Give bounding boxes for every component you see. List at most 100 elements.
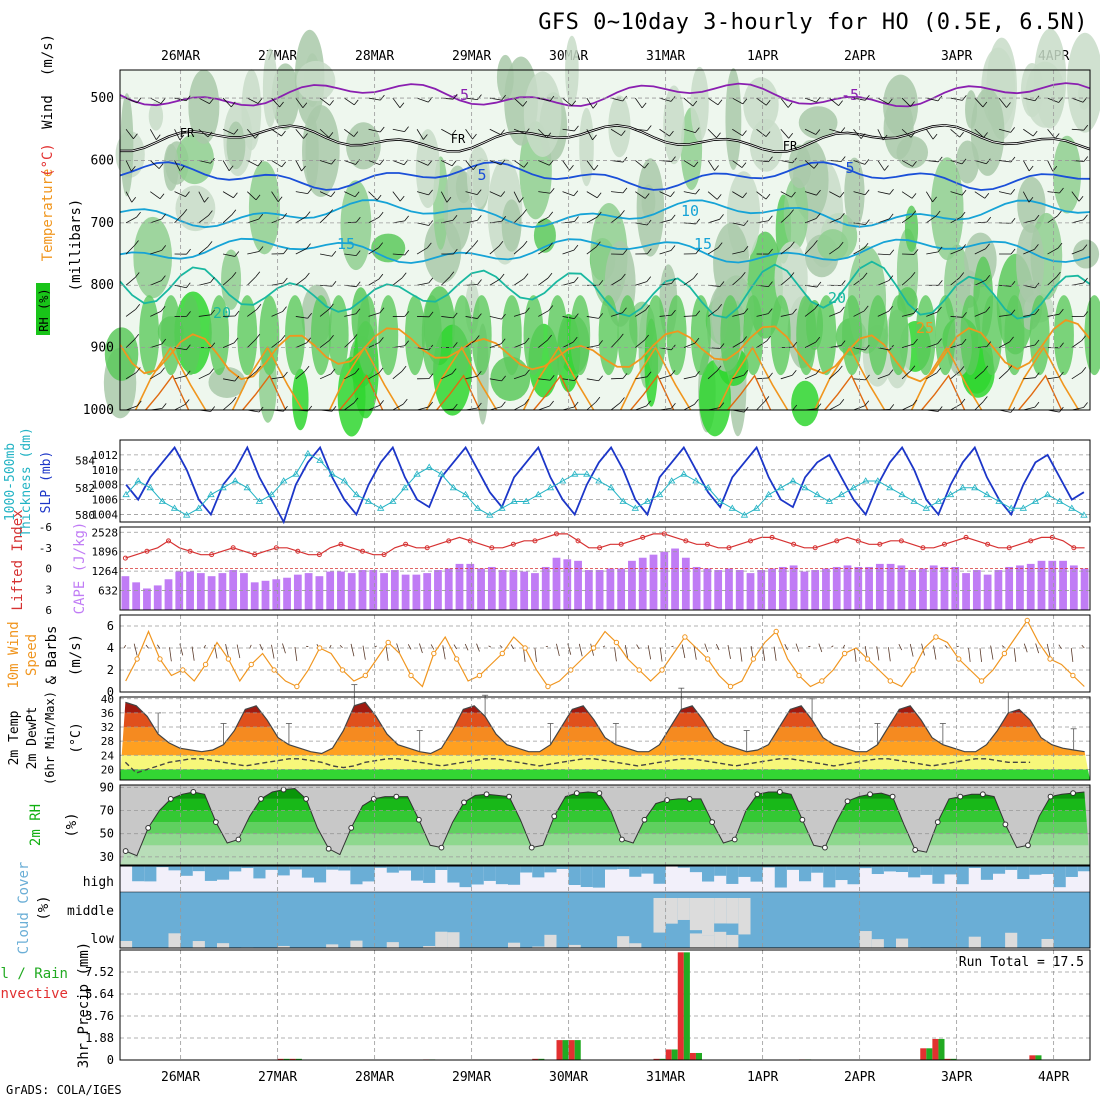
wind-barb: [416, 282, 429, 286]
precip-convective-bar: [289, 1058, 296, 1060]
lifted-index-point: [295, 548, 301, 554]
wind-barb: [614, 647, 617, 662]
wind-barb: [476, 643, 480, 652]
cape-bar: [358, 570, 367, 610]
wind-barb: [123, 644, 127, 649]
wind-barb-flag: [816, 281, 822, 288]
wind-barb-flag: [379, 400, 384, 406]
rh-shade-area: [357, 295, 378, 376]
wind-barb-flag: [184, 399, 190, 405]
wind-barb: [513, 278, 525, 286]
wind-barb: [999, 160, 1012, 163]
wind-barb: [513, 403, 525, 411]
wind-barb: [150, 310, 162, 317]
thickness-point: [316, 456, 324, 463]
wind-barb: [1001, 645, 1005, 648]
wind-barb: [877, 191, 890, 195]
wind-tick: 0: [107, 685, 114, 699]
wind-barb-flag: [283, 277, 288, 284]
wind-barb: [610, 278, 622, 286]
wind-barb-flag: [451, 368, 457, 374]
wind-barb: [780, 97, 789, 108]
wind-barb: [635, 339, 645, 348]
thickness-point: [861, 477, 870, 484]
wind-barb-flag: [500, 338, 506, 345]
wind-barb-flag: [501, 375, 506, 382]
wind-barb: [586, 401, 597, 411]
thickness-point: [510, 497, 518, 504]
thickness-tick: 582: [75, 482, 95, 495]
wind-speed-point: [750, 656, 757, 662]
wind-barb-flag: [1081, 335, 1086, 341]
wind-barb-flag: [160, 98, 166, 104]
wind-barb: [198, 215, 209, 224]
wind-barb: [974, 191, 986, 199]
cape-bar: [822, 568, 830, 610]
cloud-high-bar: [350, 866, 363, 885]
lifted-index-point: [748, 538, 753, 544]
cloud-layer-high: high: [83, 875, 114, 890]
wind-barb: [586, 344, 599, 349]
temperature-tick: 40: [101, 693, 114, 706]
cloud-mid-bar: [726, 898, 739, 924]
temp-band: [120, 712, 1090, 728]
wind-barb: [901, 97, 911, 107]
cape-bar: [401, 574, 410, 610]
wind-barb: [538, 310, 549, 317]
precip-tick: 1.88: [85, 1031, 114, 1045]
date-label-top: 26MAR: [161, 49, 200, 64]
wind-barb: [683, 97, 694, 107]
wind-barb-flag: [476, 215, 482, 221]
wind-barb-flag: [549, 159, 554, 166]
thickness-point: [740, 511, 749, 518]
wind-barb: [344, 373, 356, 380]
lifted-index-point: [877, 541, 883, 547]
rh-band: [120, 822, 1090, 834]
wind-barb: [804, 128, 817, 135]
wind-barb: [998, 341, 1010, 348]
wind-barb: [683, 315, 696, 317]
wind-barb-flag: [353, 99, 359, 106]
minmax-axis-label: (6hr Min/Max): [43, 691, 57, 785]
wind-barb-flag: [472, 164, 478, 170]
cloud-high-bar: [204, 866, 217, 881]
wind-barb-flag: [865, 344, 870, 351]
wind-barb-flag: [692, 100, 698, 107]
cape-bar: [196, 573, 205, 610]
wind-barb: [683, 222, 696, 225]
rh-point: [776, 789, 783, 795]
cloud-high-bar: [229, 866, 242, 872]
cloud-high-bar: [883, 866, 896, 872]
rh-shade-area: [175, 133, 215, 185]
wind-barb-flag: [161, 245, 167, 251]
lifted-index-point: [144, 548, 150, 554]
wind-barb-flag: [401, 365, 407, 372]
wind-barb: [853, 277, 864, 286]
wind-barb: [392, 191, 401, 202]
wind-barb-flag: [593, 164, 599, 171]
wind-barb-flag: [1034, 214, 1040, 221]
upper-air-frame: [119, 69, 1091, 411]
cape-bar: [735, 570, 744, 610]
pressure-tick: 700: [91, 216, 114, 231]
rh-tick: 30: [100, 850, 114, 864]
thickness-point: [486, 511, 494, 518]
cape-bar: [153, 585, 162, 610]
rh-shade-area: [221, 249, 242, 310]
wind-barb: [610, 97, 623, 102]
wind-axis-label-speed: Speed: [24, 634, 40, 676]
rh-shade-area: [690, 66, 709, 142]
precip-legend-convective: Convective: [0, 986, 68, 1002]
cloud-low-bar: [435, 931, 448, 948]
cloud-low-bar: [508, 942, 521, 948]
cape-bar: [865, 566, 873, 610]
lifted-index-point: [726, 545, 732, 551]
wind-barb-flag: [741, 162, 747, 168]
wind-barb-flag: [694, 337, 700, 344]
wind-barb: [586, 129, 593, 141]
wind-barb: [901, 215, 913, 224]
rh-shade-area: [690, 295, 711, 376]
thickness-point: [449, 484, 458, 491]
lifted-index-point: [273, 545, 279, 551]
wind-barb: [150, 249, 162, 255]
